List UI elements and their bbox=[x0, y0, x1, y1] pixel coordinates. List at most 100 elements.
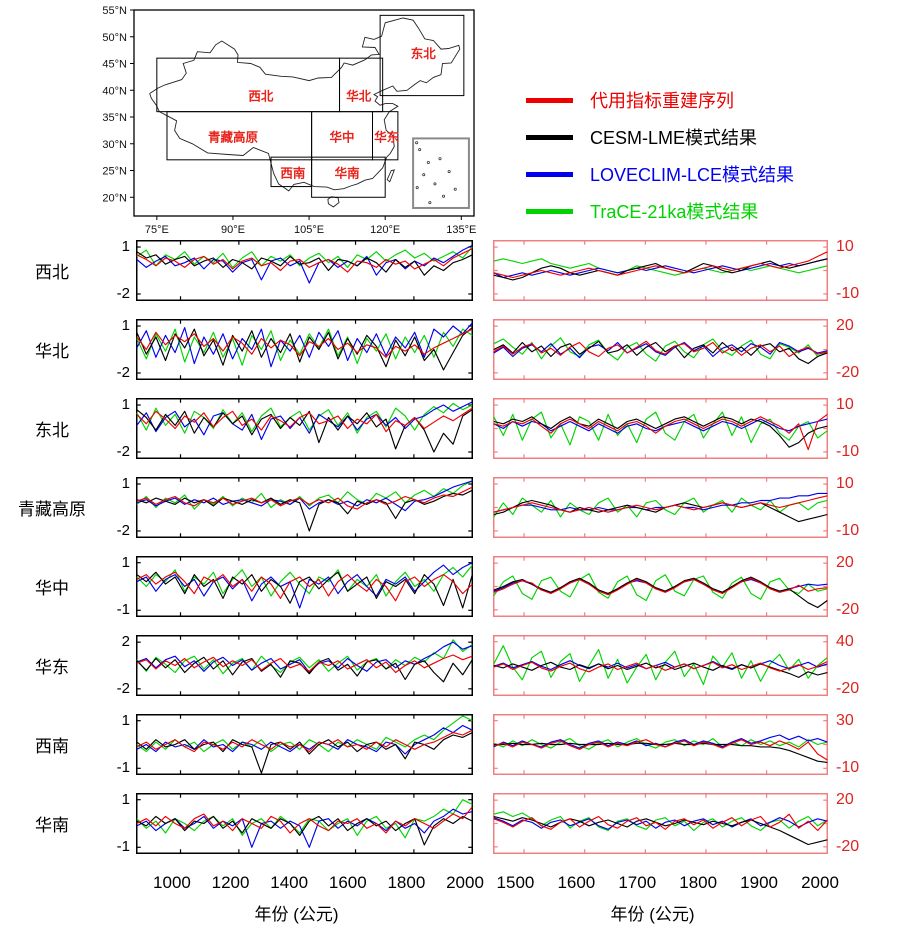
inset-island bbox=[422, 173, 426, 177]
chart-row-dongbei: 东北 1 -2 10 -10 bbox=[8, 396, 919, 460]
panel-right-huanan bbox=[493, 793, 828, 854]
green-line-swatch bbox=[526, 208, 573, 214]
region-label-qingzang: 青藏高原 bbox=[208, 129, 259, 144]
series-line-black bbox=[136, 571, 473, 609]
panel-right-huadong bbox=[493, 635, 828, 696]
inset-island bbox=[418, 148, 422, 152]
series-line-black bbox=[493, 576, 828, 609]
legend-label: 代用指标重建序列 bbox=[590, 91, 734, 111]
y-tick-label: -10 bbox=[836, 442, 860, 460]
series-line-green bbox=[493, 645, 828, 686]
series-line-red bbox=[136, 407, 473, 433]
map-lon-tick-label: 90°E bbox=[221, 224, 245, 236]
region-label-huazhong: 华中 bbox=[330, 129, 355, 144]
map-lat-tick-label: 50°N bbox=[102, 32, 127, 44]
series-line-blue bbox=[493, 492, 828, 513]
panel-left-qingzang bbox=[136, 477, 473, 538]
right-x-axis-tick-labels: 1500 1600 1700 1800 1900 2000 bbox=[485, 872, 839, 896]
series-line-green bbox=[136, 799, 473, 839]
series-line-red bbox=[493, 739, 828, 761]
y-tick-label: -20 bbox=[836, 837, 860, 855]
x-tick-label: 1600 bbox=[328, 873, 367, 892]
right-y-tick-labels: 10 -10 bbox=[828, 475, 884, 539]
panel-frame bbox=[136, 793, 473, 854]
panel-left-xibei bbox=[136, 240, 473, 301]
inset-island bbox=[447, 170, 451, 174]
y-tick-label: -20 bbox=[836, 600, 860, 618]
x-tick-label: 1500 bbox=[496, 873, 535, 892]
row-label-xinan: 西南 bbox=[35, 737, 69, 756]
right-y-tick-labels: 20 -20 bbox=[828, 554, 884, 618]
legend-item-reconstruction: 代用指标重建序列 bbox=[526, 88, 794, 112]
y-tick-label: 10 bbox=[836, 475, 854, 493]
black-line-swatch bbox=[526, 134, 573, 140]
series-line-black bbox=[493, 416, 828, 448]
series-line-blue bbox=[493, 734, 828, 749]
series-line-green bbox=[136, 480, 473, 510]
y-tick-label: 1 bbox=[121, 475, 130, 493]
y-tick-label: 20 bbox=[836, 554, 854, 572]
left-y-tick-labels: 1 -2 bbox=[96, 238, 136, 302]
series-line-red bbox=[493, 495, 828, 513]
x-tick-label: 1000 bbox=[153, 873, 191, 892]
series-line-black bbox=[493, 815, 828, 846]
y-tick-label: -10 bbox=[836, 521, 860, 539]
series-line-blue bbox=[136, 808, 473, 848]
inset-island bbox=[426, 160, 430, 164]
header-section: 75°E 90°E 105°E 120°E 135°E 55°N 50°N 45°N 40°N 3… bbox=[0, 0, 919, 240]
series-line-green bbox=[493, 811, 828, 832]
right-y-tick-labels: 20 -20 bbox=[828, 317, 884, 381]
panel-left-huabei bbox=[136, 319, 473, 380]
map-lat-tick-label: 55°N bbox=[102, 5, 127, 17]
chart-row-huanan: 华南 1 -1 20 -20 bbox=[8, 791, 919, 856]
inset-island bbox=[433, 182, 437, 186]
chart-row-qingzang: 青藏高原 1 -2 10 -10 bbox=[8, 475, 919, 539]
y-tick-label: -10 bbox=[836, 759, 860, 777]
x-axis-ticks-row: 1000 1200 1400 1600 1800 2000 1500 1600 1700 180… bbox=[0, 872, 919, 896]
right-y-tick-labels: 20 -20 bbox=[828, 791, 884, 855]
chart-row-xibei: 西北 1 -2 10 -10 bbox=[8, 238, 919, 302]
y-tick-label: -2 bbox=[116, 679, 130, 697]
panel-right-dongbei bbox=[493, 398, 828, 459]
series-line-black bbox=[493, 340, 828, 365]
series-line-red bbox=[136, 248, 473, 273]
legend-label: TraCE-21ka模式结果 bbox=[590, 202, 759, 222]
row-label-xibei: 西北 bbox=[35, 263, 69, 282]
region-label-xinan: 西南 bbox=[280, 166, 306, 181]
y-tick-label: -20 bbox=[836, 363, 860, 381]
row-label-qingzang: 青藏高原 bbox=[18, 500, 86, 519]
y-tick-label: -1 bbox=[116, 759, 130, 777]
series-line-red bbox=[136, 729, 473, 753]
panel-right-xibei bbox=[493, 240, 828, 301]
region-label-xibei: 西北 bbox=[248, 89, 274, 104]
x-tick-label: 1800 bbox=[679, 873, 718, 892]
legend-label: CESM-LME模式结果 bbox=[590, 128, 758, 148]
series-line-black bbox=[493, 661, 828, 678]
region-box-dongbei bbox=[379, 14, 465, 97]
series-line-red bbox=[136, 328, 473, 358]
panel-right-huabei bbox=[493, 319, 828, 380]
y-tick-label: 1 bbox=[121, 553, 130, 571]
map-lon-tick-label: 120°E bbox=[370, 224, 400, 236]
south-china-sea-inset bbox=[412, 137, 470, 209]
x-tick-label: 1700 bbox=[618, 873, 657, 892]
region-label-huabei: 华北 bbox=[346, 89, 372, 104]
legend-item-loveclim-lce: LOVECLIM-LCE模式结果 bbox=[526, 162, 794, 186]
inset-island bbox=[453, 187, 457, 191]
series-line-green bbox=[493, 411, 828, 446]
inset-island bbox=[442, 194, 446, 198]
y-tick-label: 1 bbox=[121, 396, 130, 414]
map-lat-tick-label: 45°N bbox=[102, 59, 127, 71]
series-line-black bbox=[136, 409, 473, 453]
legend: 代用指标重建序列 CESM-LME模式结果 LOVECLIM-LCE模式结果 T… bbox=[526, 4, 794, 240]
inset-island bbox=[428, 201, 432, 205]
legend-item-trace-21ka: TraCE-21ka模式结果 bbox=[526, 199, 794, 223]
y-tick-label: -10 bbox=[836, 284, 860, 302]
panel-left-dongbei bbox=[136, 398, 473, 459]
right-y-tick-labels: 40 -20 bbox=[828, 633, 884, 698]
y-tick-label: -1 bbox=[116, 601, 130, 619]
panel-frame bbox=[136, 398, 473, 459]
panel-right-xinan bbox=[493, 714, 828, 775]
map-lat-tick-label: 25°N bbox=[102, 166, 127, 178]
panel-frame bbox=[136, 240, 473, 301]
